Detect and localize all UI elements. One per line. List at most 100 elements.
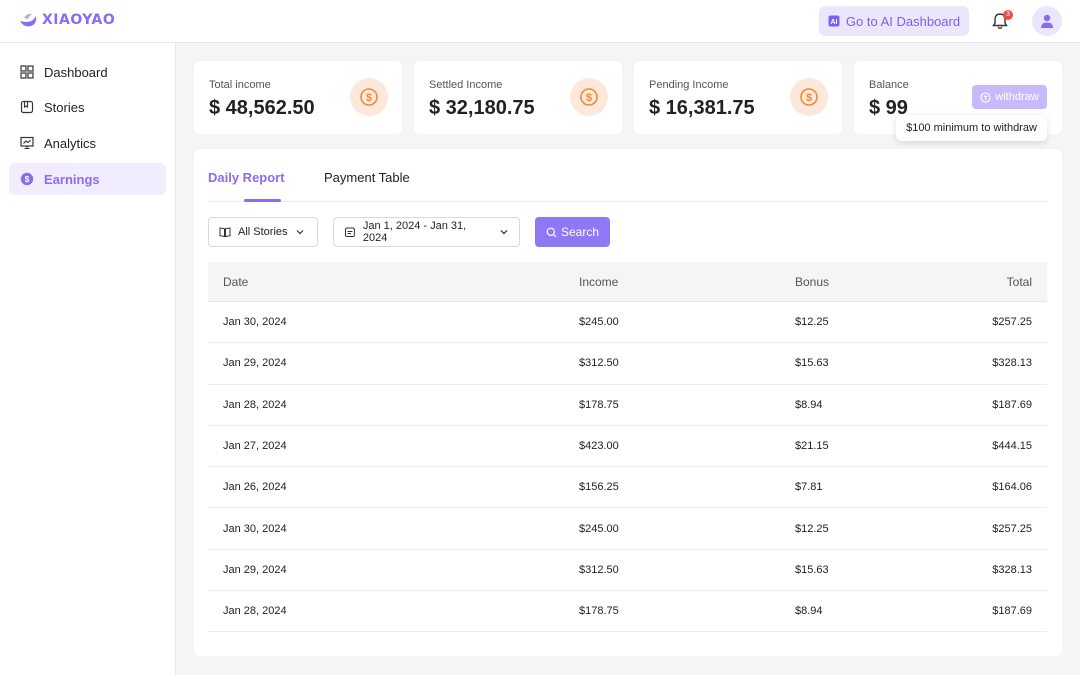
svg-text:$: $ bbox=[806, 92, 812, 104]
card-label: Balance bbox=[869, 79, 909, 91]
cell-income: $245.00 bbox=[579, 316, 619, 329]
cell-bonus: $12.25 bbox=[795, 316, 829, 329]
logo-icon bbox=[20, 13, 37, 27]
cell-date: Jan 28, 2024 bbox=[223, 605, 287, 618]
active-tab-indicator bbox=[244, 199, 281, 202]
table-row: Jan 28, 2024 $178.75 $8.94 $187.69 bbox=[208, 385, 1047, 426]
cell-bonus: $7.81 bbox=[795, 481, 823, 494]
cell-income: $312.50 bbox=[579, 563, 619, 576]
brand-name: XIAOYAO bbox=[42, 12, 116, 28]
withdraw-label: withdraw bbox=[995, 91, 1039, 103]
coin-icon: $ bbox=[790, 78, 828, 116]
card-label: Total income bbox=[209, 79, 271, 91]
withdraw-button[interactable]: withdraw bbox=[972, 85, 1047, 109]
search-icon bbox=[546, 227, 557, 237]
calendar-icon bbox=[344, 227, 355, 237]
stories-filter[interactable]: All Stories bbox=[208, 217, 318, 247]
sidebar: Dashboard Stories Analytics $ Earnings bbox=[0, 43, 176, 675]
date-range-value: Jan 1, 2024 - Jan 31, 2024 bbox=[362, 220, 467, 244]
cell-bonus: $15.63 bbox=[795, 563, 829, 576]
analytics-icon bbox=[20, 136, 34, 150]
cell-total: $328.13 bbox=[992, 563, 1032, 576]
cell-total: $328.13 bbox=[992, 357, 1032, 370]
withdraw-tooltip: $100 minimum to withdraw bbox=[896, 115, 1047, 141]
table-row: Jan 30, 2024 $245.00 $12.25 $257.25 bbox=[208, 508, 1047, 550]
cell-income: $178.75 bbox=[579, 605, 619, 618]
ai-dashboard-button[interactable]: AI Go to AI Dashboard bbox=[819, 6, 969, 36]
sidebar-item-label: Earnings bbox=[44, 171, 100, 187]
sidebar-item-label: Analytics bbox=[44, 135, 97, 151]
svg-text:$: $ bbox=[366, 92, 372, 104]
user-icon bbox=[1041, 14, 1053, 28]
card-value: $ 16,381.75 bbox=[649, 97, 755, 119]
cell-date: Jan 30, 2024 bbox=[223, 316, 287, 329]
cell-bonus: $12.25 bbox=[795, 522, 829, 535]
card-label: Settled Income bbox=[429, 79, 503, 91]
cell-date: Jan 30, 2024 bbox=[223, 522, 287, 535]
sidebar-item-analytics[interactable]: Analytics bbox=[9, 127, 166, 159]
header-date: Date bbox=[223, 274, 249, 289]
coin-icon: $ bbox=[570, 78, 608, 116]
tab-daily-report[interactable]: Daily Report bbox=[208, 170, 285, 185]
sidebar-item-earnings[interactable]: $ Earnings bbox=[9, 163, 166, 195]
header-total: Total bbox=[1006, 274, 1032, 289]
cell-income: $245.00 bbox=[579, 522, 619, 535]
card-value: $ 48,562.50 bbox=[209, 97, 315, 119]
settled-income-card: Settled Income $ 32,180.75 $ bbox=[414, 61, 622, 134]
cell-date: Jan 28, 2024 bbox=[223, 398, 287, 411]
cell-date: Jan 26, 2024 bbox=[223, 481, 287, 494]
cell-income: $312.50 bbox=[579, 357, 619, 370]
avatar[interactable] bbox=[1032, 6, 1062, 36]
svg-text:$: $ bbox=[25, 174, 30, 184]
table-row: Jan 29, 2024 $312.50 $15.63 $328.13 bbox=[208, 343, 1047, 385]
cell-total: $164.06 bbox=[992, 481, 1032, 494]
cell-income: $178.75 bbox=[579, 398, 619, 411]
cell-bonus: $15.63 bbox=[795, 357, 829, 370]
cell-income: $156.25 bbox=[579, 481, 619, 494]
dollar-icon: $ bbox=[20, 172, 34, 186]
svg-text:$: $ bbox=[586, 92, 592, 104]
cell-bonus: $21.15 bbox=[795, 440, 829, 453]
cell-bonus: $8.94 bbox=[795, 605, 823, 618]
book-icon bbox=[219, 227, 231, 238]
earnings-table: Date Income Bonus Total Jan 30, 2024 $24… bbox=[208, 262, 1047, 633]
report-tabs: Daily Report Payment Table bbox=[208, 149, 1048, 202]
cell-total: $257.25 bbox=[992, 522, 1032, 535]
total-income-card: Total income $ 48,562.50 $ bbox=[194, 61, 402, 134]
table-row: Jan 26, 2024 $156.25 $7.81 $164.06 bbox=[208, 467, 1047, 509]
sidebar-item-label: Stories bbox=[44, 99, 85, 115]
logo[interactable]: XIAOYAO bbox=[18, 10, 115, 30]
chevron-down-icon bbox=[500, 230, 508, 235]
sidebar-item-stories[interactable]: Stories bbox=[9, 91, 166, 123]
pending-income-card: Pending Income $ 16,381.75 $ bbox=[634, 61, 842, 134]
report-panel: Daily Report Payment Table All Stories J… bbox=[194, 149, 1062, 656]
header-income: Income bbox=[579, 274, 619, 289]
sidebar-item-dashboard[interactable]: Dashboard bbox=[9, 56, 166, 88]
search-label: Search bbox=[560, 225, 600, 239]
stories-filter-value: All Stories bbox=[238, 226, 288, 238]
table-header: Date Income Bonus Total bbox=[208, 262, 1047, 302]
ai-dashboard-label: Go to AI Dashboard bbox=[845, 13, 961, 29]
cell-date: Jan 29, 2024 bbox=[223, 563, 287, 576]
table-row: Jan 30, 2024 $245.00 $12.25 $257.25 bbox=[208, 302, 1047, 344]
table-row: Jan 28, 2024 $178.75 $8.94 $187.69 bbox=[208, 591, 1047, 633]
cell-total: $187.69 bbox=[992, 398, 1032, 411]
card-label: Pending Income bbox=[649, 79, 729, 91]
cell-total: $444.15 bbox=[992, 440, 1032, 453]
withdraw-icon bbox=[980, 91, 991, 103]
top-bar: XIAOYAO AI Go to AI Dashboard 3 bbox=[0, 0, 1080, 43]
sidebar-item-label: Dashboard bbox=[44, 64, 108, 80]
cell-total: $257.25 bbox=[992, 316, 1032, 329]
stories-icon bbox=[20, 100, 34, 114]
card-value: $ 32,180.75 bbox=[429, 97, 535, 119]
cell-income: $423.00 bbox=[579, 440, 619, 453]
table-row: Jan 29, 2024 $312.50 $15.63 $328.13 bbox=[208, 550, 1047, 592]
tab-payment-table[interactable]: Payment Table bbox=[324, 170, 410, 185]
search-button[interactable]: Search bbox=[535, 217, 610, 247]
date-range-filter[interactable]: Jan 1, 2024 - Jan 31, 2024 bbox=[333, 217, 520, 247]
cell-date: Jan 27, 2024 bbox=[223, 440, 287, 453]
cell-bonus: $8.94 bbox=[795, 398, 823, 411]
cell-date: Jan 29, 2024 bbox=[223, 357, 287, 370]
table-row: Jan 27, 2024 $423.00 $21.15 $444.15 bbox=[208, 426, 1047, 468]
cell-total: $187.69 bbox=[992, 605, 1032, 618]
